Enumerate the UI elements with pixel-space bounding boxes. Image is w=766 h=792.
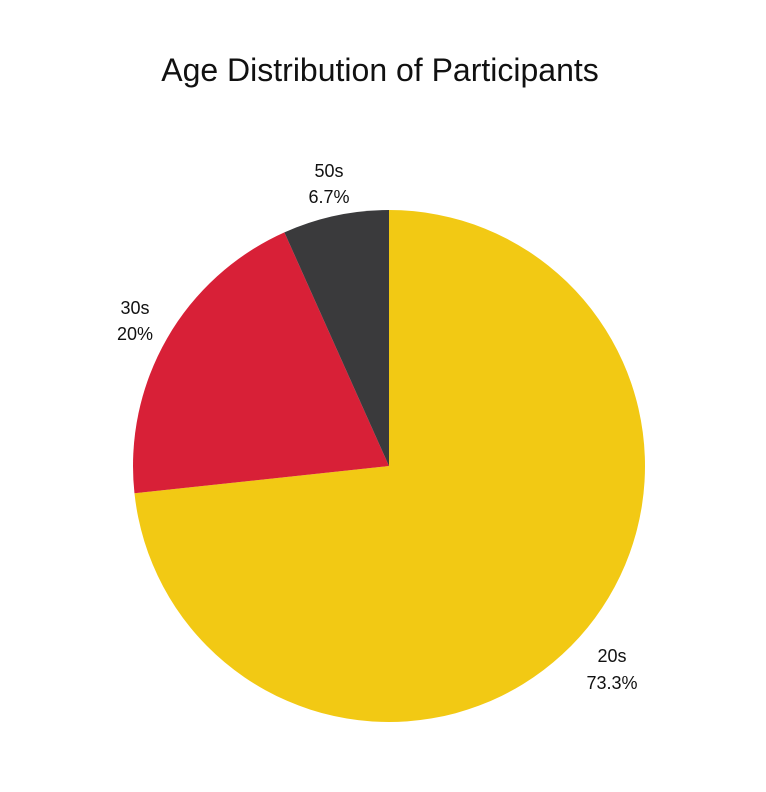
pie-slice-50s: [284, 210, 389, 466]
chart-title: Age Distribution of Participants: [161, 52, 599, 88]
pie-slice-20s: [134, 210, 646, 722]
slice-value-label-30s: 20%: [117, 324, 153, 344]
slice-label-50s: 50s: [314, 161, 343, 181]
slice-labels: 20s 73.3% 30s 20% 50s 6.7%: [117, 161, 638, 693]
pie-slice-30s: [133, 232, 389, 494]
slice-label-30s: 30s: [120, 298, 149, 318]
slice-value-label-50s: 6.7%: [308, 187, 349, 207]
slice-value-label-20s: 73.3%: [586, 673, 637, 693]
slice-label-20s: 20s: [597, 646, 626, 666]
pie-slices: [133, 210, 646, 722]
